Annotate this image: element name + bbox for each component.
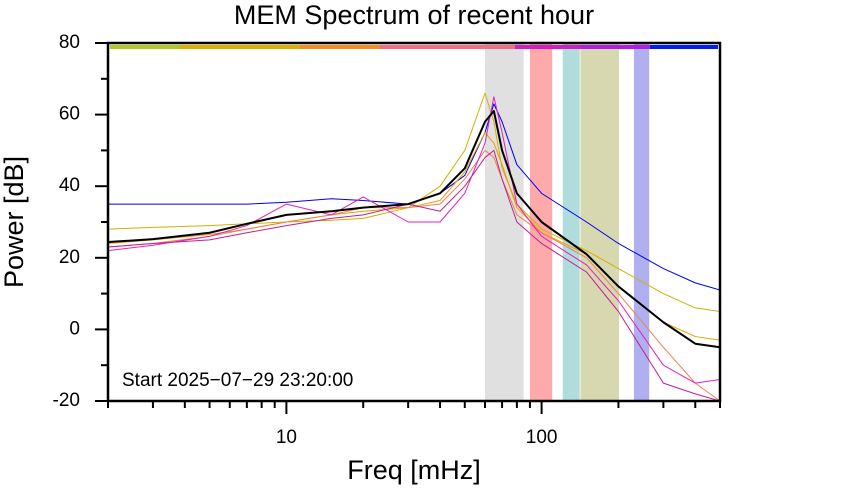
axes: -20 0 20 40 60 80 10 100 xyxy=(53,32,721,448)
lines xyxy=(108,92,720,401)
band xyxy=(562,43,580,401)
chart-title: MEM Spectrum of recent hour xyxy=(234,0,594,30)
series-line xyxy=(108,92,720,312)
series-line xyxy=(108,103,720,291)
series-line xyxy=(108,110,720,349)
y-tick-label: 80 xyxy=(59,32,80,53)
y-tick-label: -20 xyxy=(53,390,80,411)
y-tick-label: 40 xyxy=(59,175,80,196)
band xyxy=(633,43,650,401)
x-axis-label: Freq [mHz] xyxy=(347,455,481,485)
y-tick-label: 0 xyxy=(69,318,80,339)
x-tick-label: 100 xyxy=(526,427,558,448)
band xyxy=(484,43,524,401)
x-tick-label: 10 xyxy=(276,427,297,448)
annotation: Start 2025−07−29 23:20:00 xyxy=(122,370,353,391)
series-line xyxy=(108,149,720,401)
series-line xyxy=(108,149,720,401)
y-tick-label: 60 xyxy=(59,104,80,125)
y-axis-label: Power [dB] xyxy=(0,156,29,288)
y-tick-label: 20 xyxy=(59,247,80,268)
